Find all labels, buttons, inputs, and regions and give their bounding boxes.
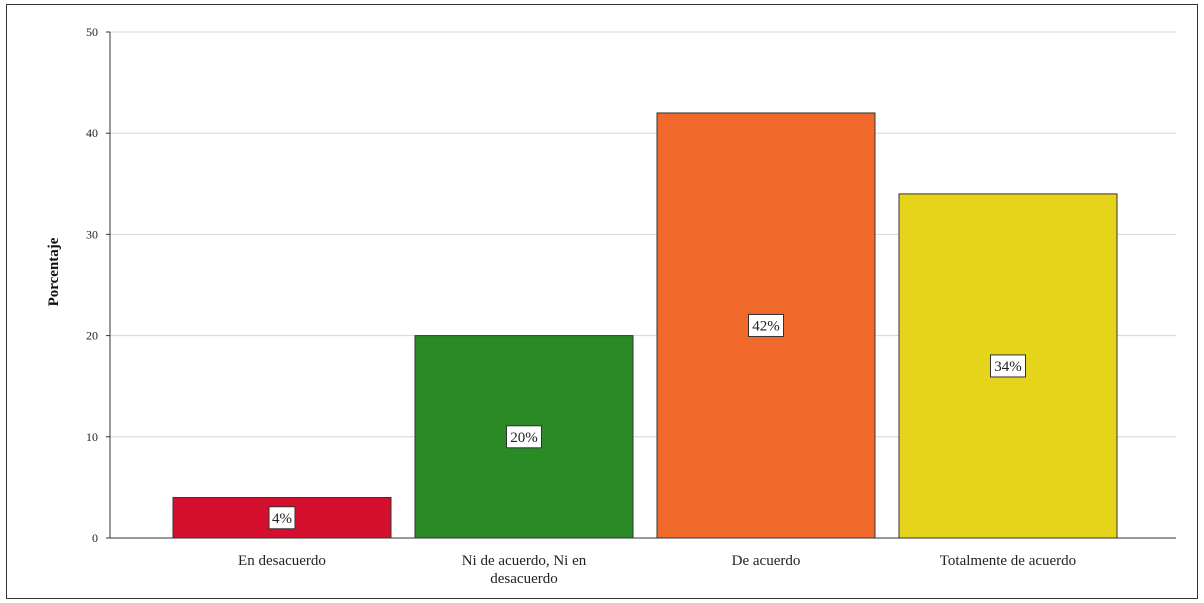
y-tick-label: 40 bbox=[86, 126, 98, 140]
y-tick-label: 50 bbox=[86, 25, 98, 39]
data-label: 42% bbox=[752, 318, 780, 334]
data-label: 34% bbox=[994, 359, 1022, 375]
category-label: De acuerdo bbox=[732, 553, 801, 569]
y-tick-label: 20 bbox=[86, 329, 98, 343]
data-label-box bbox=[506, 425, 542, 449]
y-axis-title: Porcentaje bbox=[46, 237, 62, 306]
category-label: Ni de acuerdo, Ni en bbox=[462, 553, 587, 569]
data-label: 4% bbox=[272, 511, 292, 527]
y-tick-label: 10 bbox=[86, 430, 98, 444]
data-label-box bbox=[268, 506, 296, 530]
category-label: En desacuerdo bbox=[238, 553, 326, 569]
y-tick-label: 30 bbox=[86, 227, 98, 241]
category-labels: En desacuerdo Ni de acuerdo, Ni en desacue… bbox=[238, 553, 1076, 587]
axes: Porcentaje bbox=[46, 32, 1176, 539]
data-labels: 4% 20% 42% 34% bbox=[268, 313, 1026, 530]
bars bbox=[172, 112, 1118, 539]
y-tick-label: 0 bbox=[92, 531, 98, 545]
y-tick-labels: 0 10 20 30 40 50 bbox=[86, 25, 110, 545]
data-label: 20% bbox=[510, 430, 538, 446]
category-label: Totalmente de acuerdo bbox=[940, 553, 1076, 569]
data-label-box bbox=[748, 313, 784, 337]
data-label-box bbox=[990, 354, 1026, 378]
category-label: desacuerdo bbox=[490, 571, 557, 587]
